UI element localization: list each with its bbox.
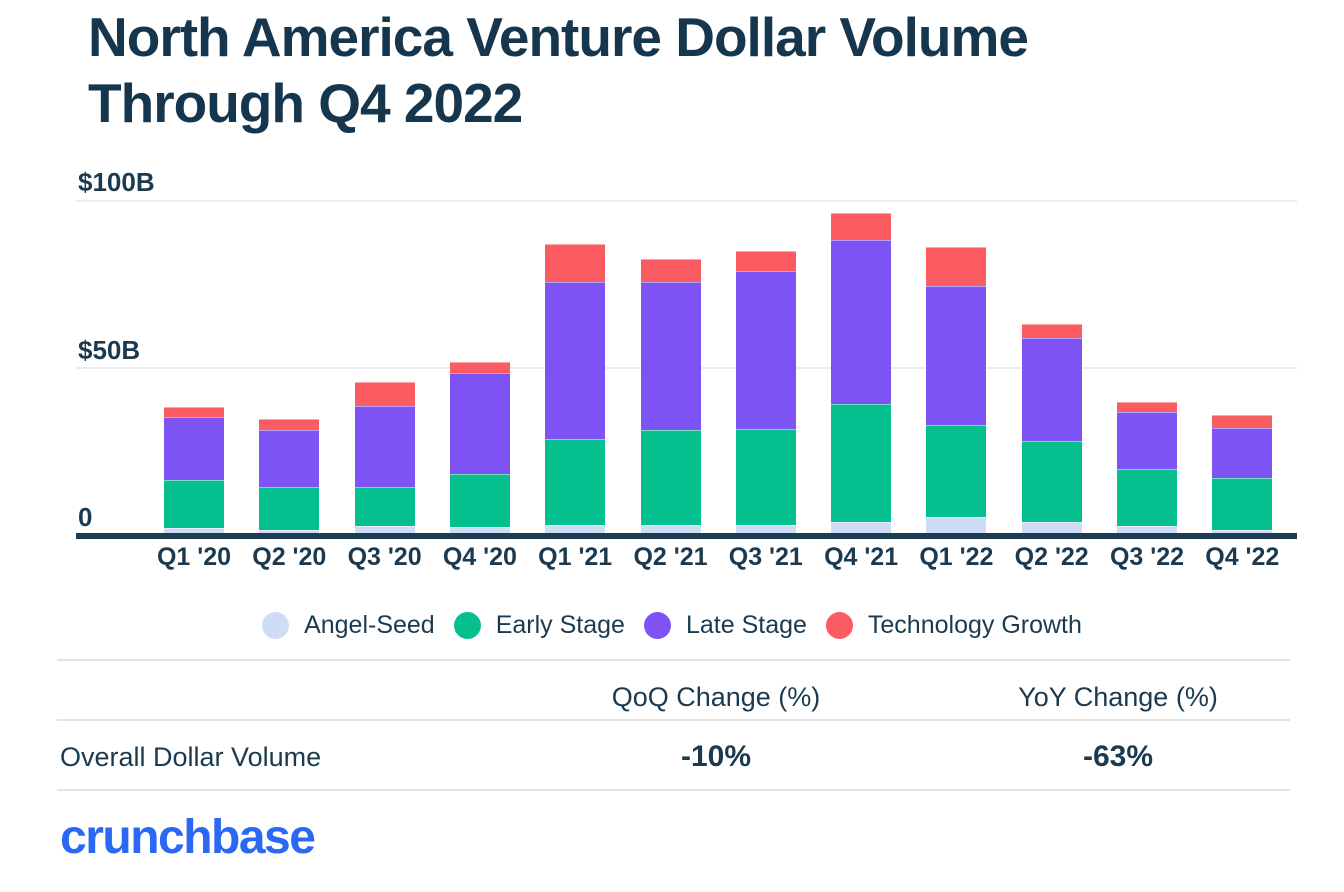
legend-label: Technology Growth: [867, 611, 1082, 639]
bar-segment-early-stage: [449, 474, 510, 528]
chart-legend: Angel-Seed Early Stage Late Stage Technolog…: [0, 611, 1344, 640]
bar-segment-late-stage: [831, 240, 892, 405]
bar-segment-technology-growth: [545, 244, 606, 282]
bar-segment-late-stage: [1117, 412, 1177, 469]
bar-segment-technology-growth: [164, 407, 224, 418]
x-axis-label: Q4 '20: [442, 543, 517, 571]
x-axis-label: Q3 '20: [347, 543, 422, 571]
bar-segment-technology-growth: [1212, 415, 1273, 429]
x-axis-label: Q4 '21: [824, 543, 899, 571]
bar-segment-technology-growth: [640, 258, 701, 283]
table-top-divider: [57, 659, 1290, 661]
x-axis-label: Q2 '21: [633, 543, 708, 571]
legend-swatch-icon: [262, 612, 290, 639]
legend-item-technology-growth: Technology Growth: [825, 611, 1082, 640]
legend-item-angel-seed: Angel-Seed: [262, 611, 435, 640]
table-header-qoq-change: QoQ Change (%): [611, 682, 821, 712]
bar-segment-technology-growth: [449, 361, 510, 374]
table-value-qoq-change: -10%: [680, 740, 752, 773]
table-header-yoy-change: YoY Change (%): [1018, 682, 1218, 712]
bar-segment-early-stage: [1117, 468, 1177, 527]
bar-segment-late-stage: [449, 373, 510, 475]
bar-segment-early-stage: [1021, 441, 1082, 523]
bar-segment-early-stage: [259, 486, 320, 530]
bar-segment-late-stage: [259, 429, 320, 487]
bar-segment-early-stage: [926, 424, 987, 518]
chart-title-line1: North America Venture Dollar Volume: [88, 6, 1029, 68]
table-bottom-divider: [57, 789, 1290, 791]
bar-segment-early-stage: [354, 486, 415, 527]
bar-segment-early-stage: [1212, 478, 1273, 530]
legend-swatch-icon: [643, 612, 671, 639]
y-axis-tick-50b: $50B: [78, 335, 141, 365]
bar-segment-early-stage: [545, 439, 606, 526]
bar-segment-late-stage: [926, 285, 987, 425]
bar-segment-late-stage: [545, 281, 606, 440]
x-axis-label: Q3 '22: [1109, 543, 1185, 571]
bar-segment-late-stage: [1212, 428, 1273, 479]
bar-segment-early-stage: [735, 428, 796, 525]
table-value-yoy-change: -63%: [1082, 740, 1154, 773]
bar-segment-late-stage: [735, 271, 796, 429]
x-axis-label: Q1 '22: [919, 543, 994, 571]
chart-title: North America Venture Dollar Volume Throu…: [88, 4, 1278, 136]
table-header-divider: [57, 719, 1290, 721]
bar-segment-late-stage: [354, 406, 415, 487]
bar-segment-technology-growth: [926, 246, 987, 286]
bar-segment-technology-growth: [1117, 402, 1177, 413]
bar-segment-late-stage: [164, 417, 224, 481]
x-axis-label: Q4 '22: [1205, 543, 1280, 571]
crunchbase-logo: crunchbase: [60, 811, 316, 864]
x-axis-label: Q2 '22: [1014, 543, 1089, 571]
x-axis-label: Q1 '20: [156, 543, 232, 571]
x-axis-label: Q3 '21: [728, 543, 803, 571]
x-axis-line: [76, 533, 1297, 539]
legend-label: Angel-Seed: [304, 611, 435, 639]
bar-segment-early-stage: [640, 429, 701, 525]
bar-segment-technology-growth: [354, 382, 415, 407]
bar-segment-technology-growth: [831, 212, 892, 241]
y-axis-tick-100b: $100B: [78, 167, 155, 197]
stacked-bar-chart: $100B $50B 0 Q1 '20 Q2 '20 Q3 '20 Q4 '20 Q1 …: [0, 160, 1344, 600]
legend-label: Late Stage: [685, 611, 807, 639]
x-axis-label: Q2 '20: [252, 543, 327, 571]
bar-segment-early-stage: [164, 480, 224, 528]
bar-segment-technology-growth: [1021, 323, 1082, 339]
legend-swatch-icon: [825, 612, 853, 639]
gridline-100b: [76, 200, 1297, 202]
bar-segment-late-stage: [1021, 338, 1082, 442]
table-row-label: Overall Dollar Volume: [60, 742, 322, 772]
x-axis-label: Q1 '21: [538, 543, 613, 571]
legend-item-early-stage: Early Stage: [453, 611, 625, 640]
bar-segment-late-stage: [640, 282, 701, 430]
bar-segment-technology-growth: [259, 418, 320, 430]
legend-label: Early Stage: [495, 611, 625, 639]
legend-item-late-stage: Late Stage: [643, 611, 807, 640]
legend-swatch-icon: [453, 612, 481, 639]
bar-segment-early-stage: [831, 404, 892, 523]
bar-segment-technology-growth: [735, 250, 796, 272]
y-axis-tick-0: 0: [78, 502, 93, 532]
chart-title-line2: Through Q4 2022: [88, 72, 523, 134]
